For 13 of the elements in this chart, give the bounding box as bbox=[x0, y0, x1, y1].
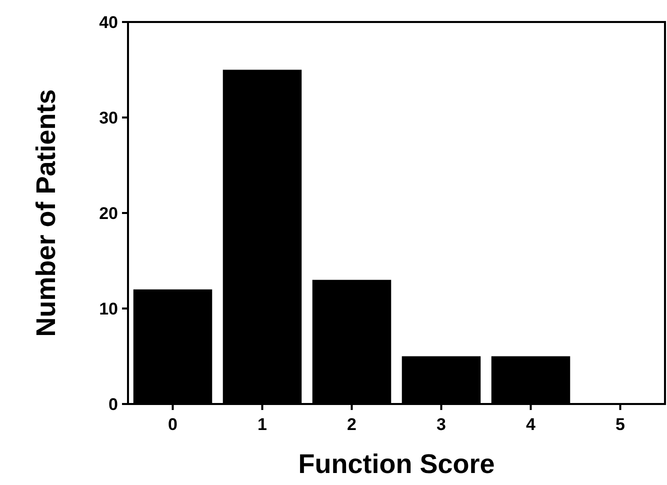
y-axis-title: Number of Patients bbox=[31, 89, 61, 337]
y-tick-label: 40 bbox=[99, 12, 118, 32]
y-tick-label: 10 bbox=[99, 299, 118, 318]
x-axis-title: Function Score bbox=[298, 449, 495, 479]
y-tick-label: 30 bbox=[99, 108, 118, 128]
x-tick-label: 1 bbox=[258, 415, 267, 434]
x-tick-label: 0 bbox=[168, 415, 178, 434]
y-tick-label: 20 bbox=[99, 204, 118, 223]
x-tick-label: 2 bbox=[347, 415, 356, 434]
y-tick-label: 0 bbox=[108, 394, 118, 414]
x-tick-label: 5 bbox=[616, 415, 625, 434]
x-tick-label: 3 bbox=[436, 415, 446, 434]
x-tick-label: 4 bbox=[526, 415, 536, 434]
